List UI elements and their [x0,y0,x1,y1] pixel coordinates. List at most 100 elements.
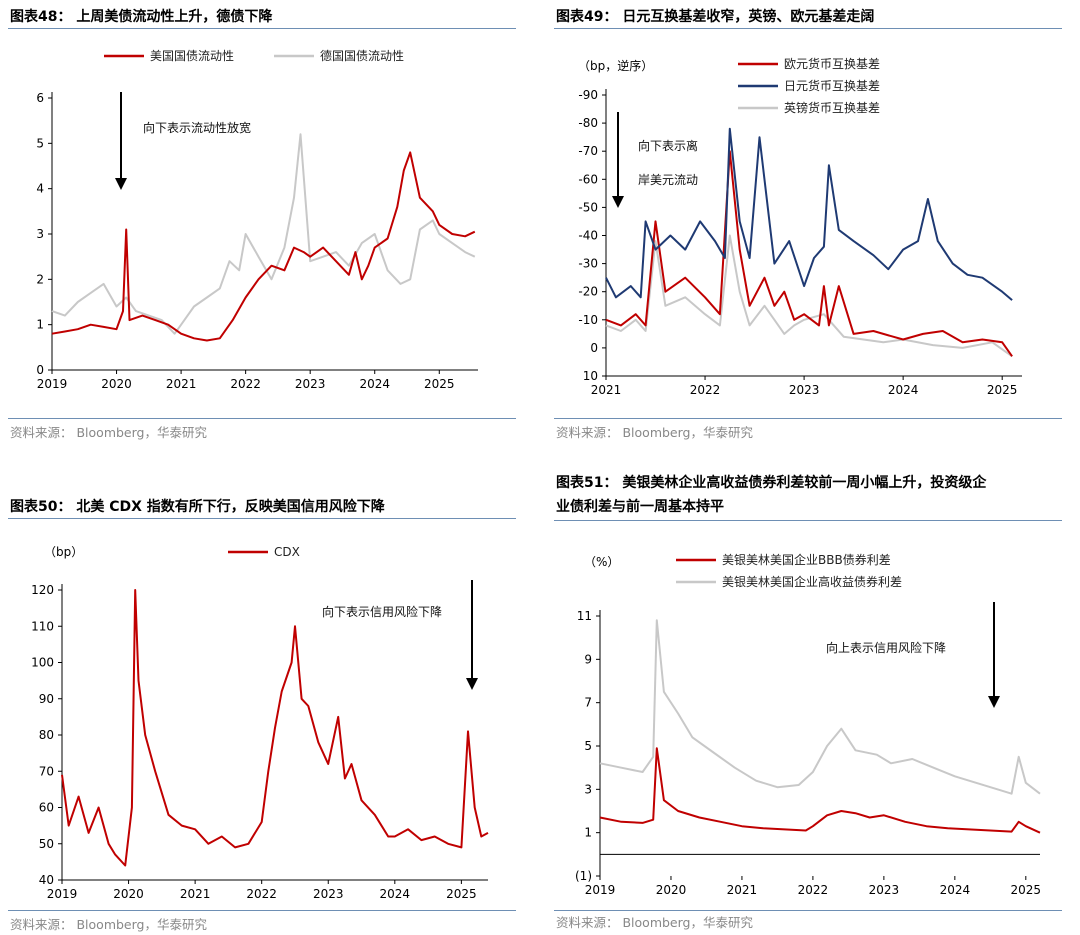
x-tick-label: 2019 [47,887,78,901]
legend-label: 德国国债流动性 [320,48,404,63]
x-tick-label: 2025 [424,377,455,391]
y-tick-label: (1) [575,869,592,883]
x-tick-label: 2023 [313,887,344,901]
series-line [605,150,1013,357]
y-tick-label: 0 [36,363,44,377]
annotation-arrow-head [466,678,478,690]
y-tick-label: -50 [578,200,598,214]
x-tick-label: 2022 [230,377,261,391]
x-tick-label: 2022 [690,383,721,397]
source-note-50: 资料来源： Bloomberg，华泰研究 [10,917,207,932]
x-tick-label: 2019 [585,883,616,897]
x-tick-label: 2020 [101,377,132,391]
y-tick-label: 3 [584,782,592,796]
unit-label: （bp，逆序） [578,58,653,73]
series-line [599,619,1041,795]
annotation-arrow-head [612,196,624,208]
panel-title-51-line1: 图表51： 美银美林企业高收益债券利差较前一周小幅上升，投资级企 [556,475,987,491]
y-tick-label: 2 [36,272,44,286]
x-tick-label: 2020 [113,887,144,901]
x-tick-label: 2023 [869,883,900,897]
source-rule-49 [554,418,1062,419]
y-tick-label: 40 [39,873,54,887]
y-tick-label: 5 [584,739,592,753]
y-tick-label: 11 [577,609,592,623]
legend-label: 日元货币互换基差 [784,78,880,93]
chart-51: (1) 1 3 5 7 9 11 2019 2020 2021 2022 2023 2024 2025 （%… [575,552,1042,897]
title-rule-51 [554,520,1062,521]
title-rule-50 [8,518,516,519]
y-tick-label: 9 [584,652,592,666]
legend-label: 美国国债流动性 [150,49,234,63]
y-tick-label: 110 [31,619,54,633]
x-tick-label: 2023 [789,383,820,397]
x-tick-label: 2025 [446,887,477,901]
x-tick-label: 2020 [656,883,687,897]
chart-panel-49: 图表49： 日元互换基差收窄，英镑、欧元基差走阔 -90 -80 -70 -60 -50… [548,0,1080,450]
panel-title-49: 图表49： 日元互换基差收窄，英镑、欧元基差走阔 [556,9,875,25]
series-line [51,151,476,342]
y-tick-label: 4 [36,182,44,196]
x-tick-label: 2021 [591,383,622,397]
legend-label: 英镑货币互换基差 [784,100,880,115]
annotation-text: 向上表示信用风险下降 [826,640,946,655]
y-tick-label: 10 [583,369,598,383]
chart-48: 0 1 2 3 4 5 6 2019 2020 2021 2022 2023 2024 2025 美国国债流… [36,48,478,391]
series-line [51,133,476,335]
legend-label: 美银美林美国企业BBB债券利差 [722,552,891,567]
series-line [61,589,489,867]
x-tick-label: 2022 [798,883,829,897]
x-tick-label: 2019 [37,377,68,391]
y-tick-label: 70 [39,764,54,778]
y-tick-label: 100 [31,656,54,670]
y-tick-label: 6 [36,91,44,105]
annotation-text: 向下表示信用风险下降 [322,604,442,619]
y-tick-label: -10 [578,313,598,327]
source-note-49: 资料来源： Bloomberg，华泰研究 [556,425,753,440]
x-tick-label: 2021 [166,377,197,391]
x-tick-label: 2024 [380,887,411,901]
series-line [605,127,1013,301]
panel-title-50: 图表50： 北美 CDX 指数有所下行，反映美国信用风险下降 [10,499,385,515]
chart-50: 40 50 60 70 80 90 100 110 120 2019 2020 2021 2022 202… [31,545,489,901]
y-tick-label: -90 [578,88,598,102]
y-tick-label: 1 [36,318,44,332]
y-tick-label: -40 [578,229,598,243]
x-tick-label: 2024 [888,383,919,397]
source-rule-51 [554,910,1062,911]
series-line [599,747,1041,834]
panel-title-51-line2: 业债利差与前一周基本持平 [556,499,724,515]
y-tick-label: -20 [578,285,598,299]
y-tick-label: 0 [590,341,598,355]
source-rule-50 [8,910,516,911]
y-tick-label: -30 [578,257,598,271]
unit-label: （bp） [44,545,83,559]
x-tick-label: 2021 [727,883,758,897]
annotation-text: 向下表示流动性放宽 [143,120,251,135]
y-tick-label: -80 [578,116,598,130]
title-rule-49 [554,28,1062,29]
legend-label: CDX [274,545,300,559]
annotation-text: 向下表示离 [638,138,698,153]
x-tick-label: 2024 [940,883,971,897]
panel-title-48: 图表48： 上周美债流动性上升，德债下降 [10,9,273,25]
y-tick-label: 1 [584,826,592,840]
x-tick-label: 2022 [246,887,277,901]
y-tick-label: 50 [39,837,54,851]
unit-label: （%） [584,555,619,569]
x-tick-label: 2025 [987,383,1018,397]
legend-label: 美银美林美国企业高收益债券利差 [722,574,902,589]
x-tick-label: 2025 [1011,883,1042,897]
legend-label: 欧元货币互换基差 [784,56,880,71]
series-line [605,234,1013,358]
y-tick-label: 60 [39,801,54,815]
y-tick-label: -70 [578,144,598,158]
source-note-48: 资料来源： Bloomberg，华泰研究 [10,425,207,440]
chart-panel-48: 图表48： 上周美债流动性上升，德债下降 0 1 2 3 4 5 6 2019 2020 2021… [0,0,530,450]
y-tick-label: 7 [584,696,592,710]
source-note-51: 资料来源： Bloomberg，华泰研究 [556,915,753,930]
annotation-arrow-head [988,696,1000,708]
x-tick-label: 2023 [295,377,326,391]
annotation-arrow-head [115,178,127,190]
